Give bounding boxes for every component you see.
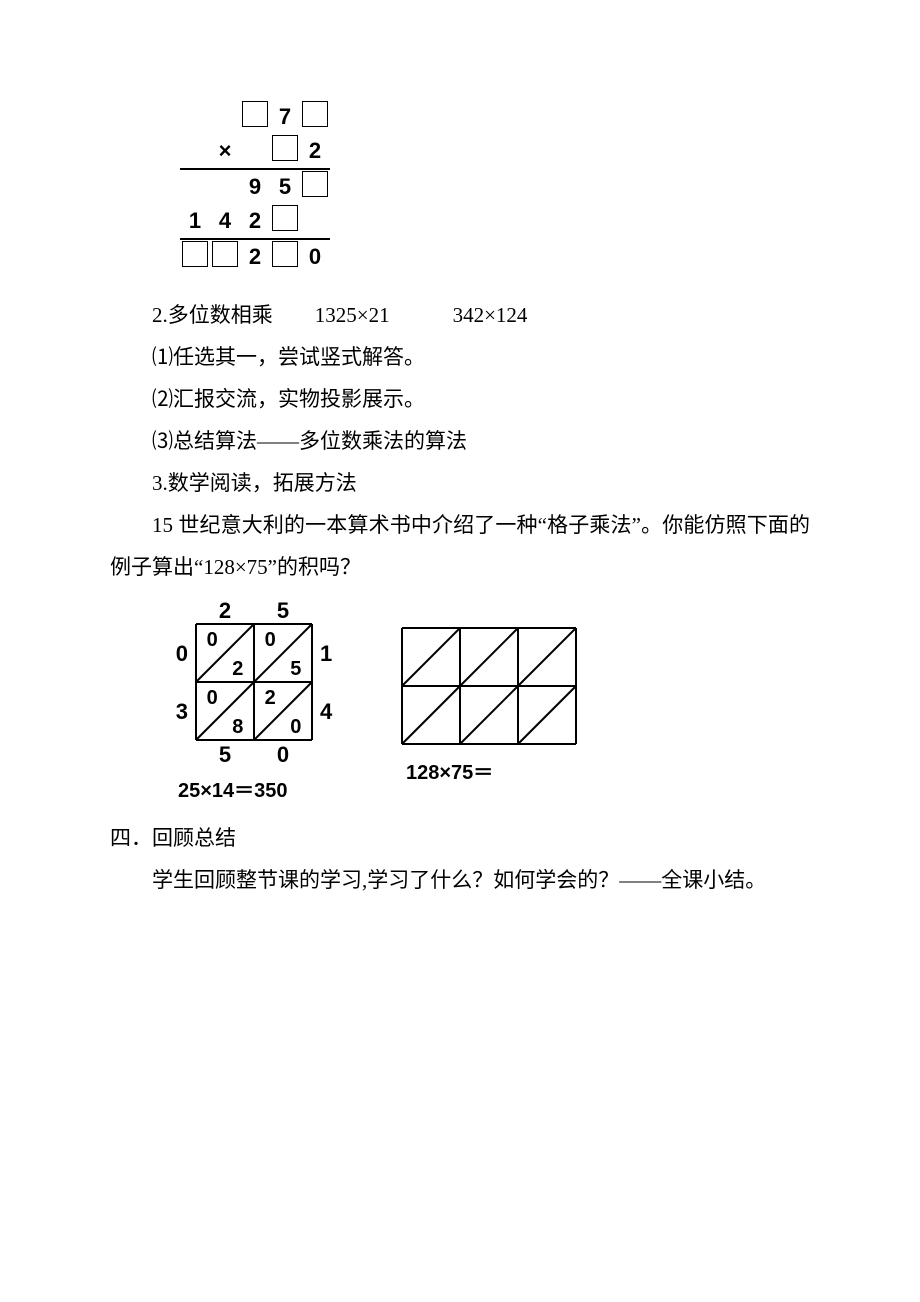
- svg-text:8: 8: [232, 716, 243, 738]
- svg-text:0: 0: [277, 742, 289, 766]
- digit: 1: [180, 204, 210, 239]
- digit: 2: [240, 204, 270, 239]
- blank-box: [182, 241, 208, 267]
- svg-text:2: 2: [232, 658, 243, 680]
- blank-box: [302, 101, 328, 127]
- text-line: ⑵汇报交流，实物投影展示。: [110, 378, 810, 420]
- section-summary: 四．回顾总结 学生回顾整节课的学习,学习了什么？如何学会的？——全课小结。: [110, 817, 810, 901]
- svg-text:0: 0: [207, 629, 218, 651]
- vertical-multiplication-puzzle: 7 × 2 9 5 1 4 2 2 0: [180, 100, 810, 274]
- svg-text:0: 0: [176, 641, 188, 666]
- svg-text:2: 2: [265, 687, 276, 709]
- lattice-caption: 128×75＝: [406, 756, 493, 785]
- lattice-caption: 25×14＝350: [178, 774, 288, 803]
- digit: 5: [270, 170, 300, 204]
- text-line: 2.多位数相乘 1325×21 342×124: [110, 294, 810, 336]
- blank-box: [272, 205, 298, 231]
- blank-box: [272, 135, 298, 161]
- blank-box: [302, 171, 328, 197]
- blank-box: [242, 101, 268, 127]
- digit: 7: [270, 100, 300, 134]
- svg-text:4: 4: [320, 699, 333, 724]
- lattice-example-25x14: 2514035002050820 25×14＝350: [170, 598, 338, 803]
- svg-text:5: 5: [277, 598, 289, 623]
- svg-text:3: 3: [176, 699, 188, 724]
- svg-text:0: 0: [265, 629, 276, 651]
- text-paragraph: 15 世纪意大利的一本算术书中介绍了一种“格子乘法”。你能仿照下面的例子算出“1…: [110, 504, 810, 588]
- digit: 9: [240, 170, 270, 204]
- multiply-sign: ×: [210, 134, 240, 169]
- lattice-grid-blank: [398, 624, 580, 748]
- svg-text:1: 1: [320, 641, 332, 666]
- svg-text:5: 5: [219, 742, 231, 766]
- digit: 4: [210, 204, 240, 239]
- text-line: ⑴任选其一，尝试竖式解答。: [110, 336, 810, 378]
- lattice-grid-filled: 2514035002050820: [170, 598, 338, 766]
- svg-text:0: 0: [207, 687, 218, 709]
- lattice-blank-128x75: 128×75＝: [398, 598, 580, 785]
- digit: 2: [300, 134, 330, 169]
- text-line: 3.数学阅读，拓展方法: [110, 462, 810, 504]
- multiplication-table: 7 × 2 9 5 1 4 2 2 0: [180, 100, 330, 274]
- blank-box: [272, 241, 298, 267]
- blank-box: [212, 241, 238, 267]
- svg-text:5: 5: [290, 658, 301, 680]
- text-line: ⑶总结算法——多位数乘法的算法: [110, 420, 810, 462]
- digit: 0: [300, 240, 330, 274]
- section-heading: 四．回顾总结: [110, 817, 810, 859]
- text-paragraph: 学生回顾整节课的学习,学习了什么？如何学会的？——全课小结。: [110, 859, 810, 901]
- svg-text:0: 0: [290, 716, 301, 738]
- lattice-diagrams: 2514035002050820 25×14＝350 128×75＝: [170, 598, 810, 803]
- digit: 2: [240, 240, 270, 274]
- svg-text:2: 2: [219, 598, 231, 623]
